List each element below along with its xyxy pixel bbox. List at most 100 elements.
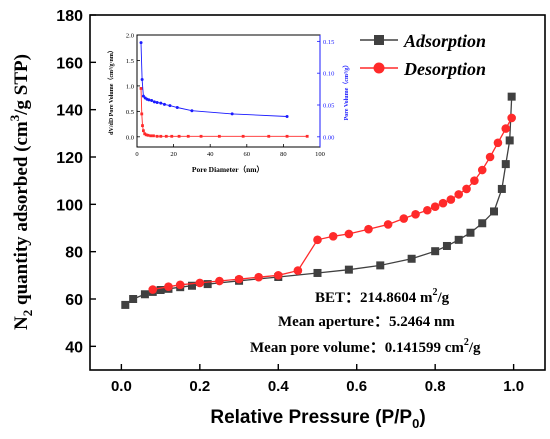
inset-pore-volume-point [140,78,144,82]
adsorption-point [121,300,130,309]
inset-left-y-tick-label: 0.0 [126,134,134,141]
desorption-point [501,124,511,133]
desorption-point [462,184,471,194]
adsorption-point [313,268,322,277]
inset-pore-volume-point [152,100,156,104]
legend-entry-desorption: Desorption [360,59,486,79]
main-x-tick-label: 0.6 [346,378,367,395]
main-x-axis-label: Relative Pressure (P/P0) [210,407,425,431]
inset-right-y-axis-label: Pore Volume（cm³/g） [342,62,350,121]
desorption-point [195,278,205,288]
inset-right-y-tick-label: 0.00 [323,134,334,141]
adsorption-point [344,265,353,274]
desorption-point [164,282,173,291]
inset-right-y-tick-label: 0.15 [323,39,334,46]
inset-dvdd-point [305,134,309,138]
desorption-point [454,190,464,199]
inset-x-tick-label: 20 [170,151,177,158]
main-plot-axes: 0.0 0.2 0.4 0.6 0.8 1.0 40 60 80 100 120 140 160 180 [56,8,524,395]
inset-x-tick-label: 40 [207,151,214,158]
inset-pore-volume-point [147,98,151,102]
inset-plot-marks [139,41,309,138]
inset-dvdd-point [142,129,145,133]
desorption-point [446,195,456,204]
legend: Adsorption Desorption [360,31,486,79]
inset-dvdd-point [177,134,181,138]
adsorption-point [442,241,451,250]
legend-label-desorption: Desorption [403,59,486,79]
desorption-point [234,274,244,284]
inset-dvdd-point [285,134,289,138]
inset-dvdd-point [159,134,163,138]
inset-x-axis-label: Pore Diameter（nm） [192,164,264,174]
main-y-tick-label: 40 [65,339,83,356]
desorption-point [383,220,393,229]
inset-dvdd-point [140,112,144,116]
inset-dvdd-point [149,134,153,138]
inset-dvdd-point [186,134,190,138]
inset-right-y-tick-label: 0.05 [323,103,334,110]
desorption-point [293,266,303,275]
desorption-point [438,198,448,208]
inset-left-y-tick-label: 0.5 [126,109,134,116]
main-x-tick-label: 0.2 [189,378,210,395]
adsorption-point [407,254,416,263]
desorption-point [470,176,479,185]
adsorption-point [376,261,385,270]
inset-pore-volume-point [230,112,234,116]
inset-pore-volume-point [175,106,179,110]
inset-chart: 0 20 40 60 80 100 0.0 0.5 1.0 1.5 2.0 0.00 0.05 0.10 0… [107,33,350,175]
inset-pore-volume-point [139,41,143,45]
inset-x-tick-label: 100 [315,151,325,158]
inset-dvdd-point [139,87,143,90]
adsorption-point [129,295,138,303]
desorption-point [313,235,322,245]
desorption-point [148,285,158,294]
adsorption-point [497,184,506,193]
adsorption-point [156,286,165,295]
inset-left-y-tick-label: 2.0 [126,33,134,40]
desorption-point [254,272,263,282]
adsorption-point [140,290,149,299]
inset-pore-volume-point [159,101,163,105]
inset-dvdd-point [241,134,245,138]
desorption-point [430,202,440,211]
inset-dvdd-point [146,133,150,137]
desorption-point [273,271,283,280]
inset-pore-volume-point [162,102,166,106]
inset-dvdd-point [143,132,147,136]
desorption-point [364,224,373,234]
inset-dvdd-point [199,134,203,138]
main-x-tick-label: 1.0 [503,378,524,395]
main-y-tick-label: 160 [56,55,83,72]
desorption-line [152,117,513,291]
inset-dvdd-point [164,134,168,138]
inset-x-tick-label: 60 [244,151,251,158]
inset-left-y-tick-label: 1.0 [126,83,134,90]
desorption-point [215,276,224,286]
main-y-tick-label: 80 [65,245,83,262]
main-x-tick-label: 0.4 [268,378,290,395]
legend-marker-desorption [373,62,385,74]
mean-pore-volume-annotation: Mean pore volume：0.141599 cm2/g [250,337,481,356]
inset-pore-volume-point [150,99,154,103]
inset-dvdd-point [267,134,271,138]
main-y-tick-label: 140 [56,103,83,120]
adsorption-point [505,136,514,145]
inset-pore-volume-point [168,104,172,108]
adsorption-point [454,235,463,244]
inset-pore-volume-point [155,100,159,104]
desorption-point [423,205,432,215]
desorption-point [175,280,185,290]
bet-annotation: BET：214.8604 m2/g [315,287,450,306]
adsorption-point [431,247,440,256]
main-x-tick-label: 0.8 [425,378,446,395]
main-y-tick-label: 120 [56,150,83,167]
inset-dvdd-point [155,134,159,138]
adsorption-point [507,92,516,101]
main-plot-marks [121,92,516,309]
inset-right-y-tick-label: 0.10 [323,71,334,78]
desorption-point [411,209,420,219]
inset-dvdd-point [217,134,221,138]
